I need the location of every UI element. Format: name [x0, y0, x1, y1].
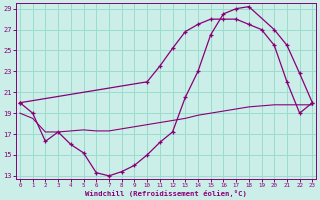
X-axis label: Windchill (Refroidissement éolien,°C): Windchill (Refroidissement éolien,°C) — [85, 190, 247, 197]
